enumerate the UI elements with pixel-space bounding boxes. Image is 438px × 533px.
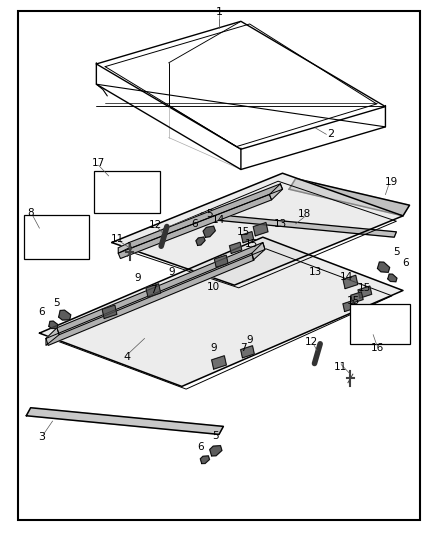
Text: 12: 12 [305,337,318,347]
Polygon shape [203,226,215,237]
Text: 7: 7 [150,286,157,295]
Text: 15: 15 [237,227,250,237]
Polygon shape [126,190,134,197]
Polygon shape [210,446,222,456]
Polygon shape [253,222,268,236]
Bar [94,171,160,213]
Text: 9: 9 [134,273,141,283]
Text: 5: 5 [212,431,219,441]
Text: 18: 18 [298,209,311,219]
Polygon shape [146,284,161,297]
Polygon shape [41,229,55,240]
Polygon shape [269,184,283,200]
Text: 11: 11 [334,362,347,372]
Text: 10: 10 [207,282,220,292]
Polygon shape [26,408,223,434]
Polygon shape [289,179,410,216]
Polygon shape [214,255,228,267]
Polygon shape [110,185,124,196]
Polygon shape [230,243,242,253]
Polygon shape [358,286,372,298]
Polygon shape [200,456,209,464]
Polygon shape [112,173,403,285]
Text: 6: 6 [402,258,409,268]
Polygon shape [129,184,283,248]
Polygon shape [59,310,71,320]
Polygon shape [49,321,58,328]
Polygon shape [364,319,375,328]
Polygon shape [351,292,363,303]
Polygon shape [196,237,205,245]
Polygon shape [388,274,397,282]
Text: 13: 13 [309,267,322,277]
Text: 13: 13 [274,219,287,229]
Polygon shape [39,237,403,386]
Polygon shape [252,243,265,260]
Text: 9: 9 [168,267,175,277]
Text: 5: 5 [53,298,60,308]
Text: 6: 6 [191,219,198,229]
Text: 15: 15 [245,239,258,248]
Text: 17: 17 [92,158,105,167]
Text: 19: 19 [385,177,398,187]
Text: 5: 5 [393,247,400,257]
Text: 11: 11 [111,235,124,244]
Text: 2: 2 [327,130,334,139]
Text: 12: 12 [149,220,162,230]
Text: 1: 1 [215,7,223,17]
Text: 3: 3 [38,432,45,442]
Text: 4: 4 [124,352,131,362]
Polygon shape [379,324,386,329]
Text: 6: 6 [38,307,45,317]
Text: 5: 5 [206,209,213,219]
Polygon shape [57,234,65,241]
Text: 7: 7 [240,343,247,352]
Polygon shape [199,213,396,237]
Polygon shape [241,232,254,243]
Bar [350,304,410,344]
Text: 16: 16 [371,343,384,352]
Polygon shape [118,243,129,253]
Polygon shape [343,275,358,289]
Polygon shape [343,301,355,311]
Text: 8: 8 [27,208,34,218]
Polygon shape [378,262,390,272]
Text: 14: 14 [212,215,225,224]
Text: 15: 15 [347,296,360,306]
Polygon shape [102,305,117,319]
Polygon shape [240,346,254,358]
Text: 6: 6 [197,442,204,451]
Polygon shape [118,195,272,259]
Bar [24,215,89,259]
Text: 9: 9 [210,343,217,352]
Polygon shape [57,243,265,335]
Polygon shape [46,253,254,345]
Text: 14: 14 [339,272,353,282]
Text: 9: 9 [246,335,253,345]
Text: 15: 15 [358,283,371,293]
Polygon shape [96,21,385,149]
Polygon shape [212,356,226,369]
Polygon shape [46,328,59,345]
